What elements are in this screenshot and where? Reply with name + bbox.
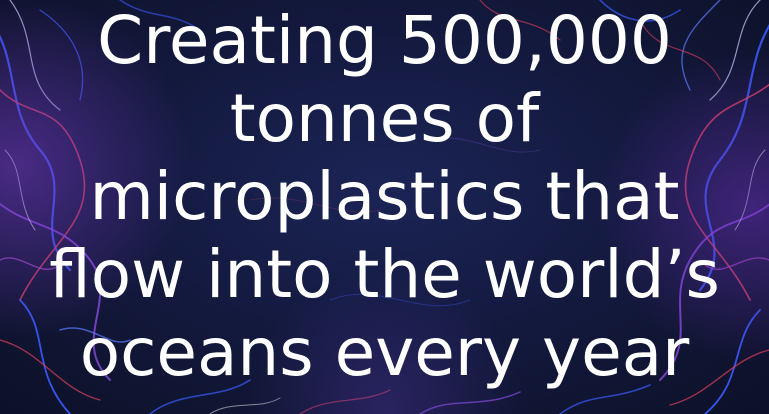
headline-line-5: oceans every year (79, 314, 690, 391)
headline-line-2: tonnes of (229, 80, 540, 157)
headline-line-1: Creating 500,000 (97, 2, 672, 79)
headline-line-4: flow into the world’s (49, 236, 720, 313)
headline: Creating 500,000 tonnes of microplastics… (0, 2, 769, 392)
headline-line-3: microplastics that (89, 158, 680, 235)
